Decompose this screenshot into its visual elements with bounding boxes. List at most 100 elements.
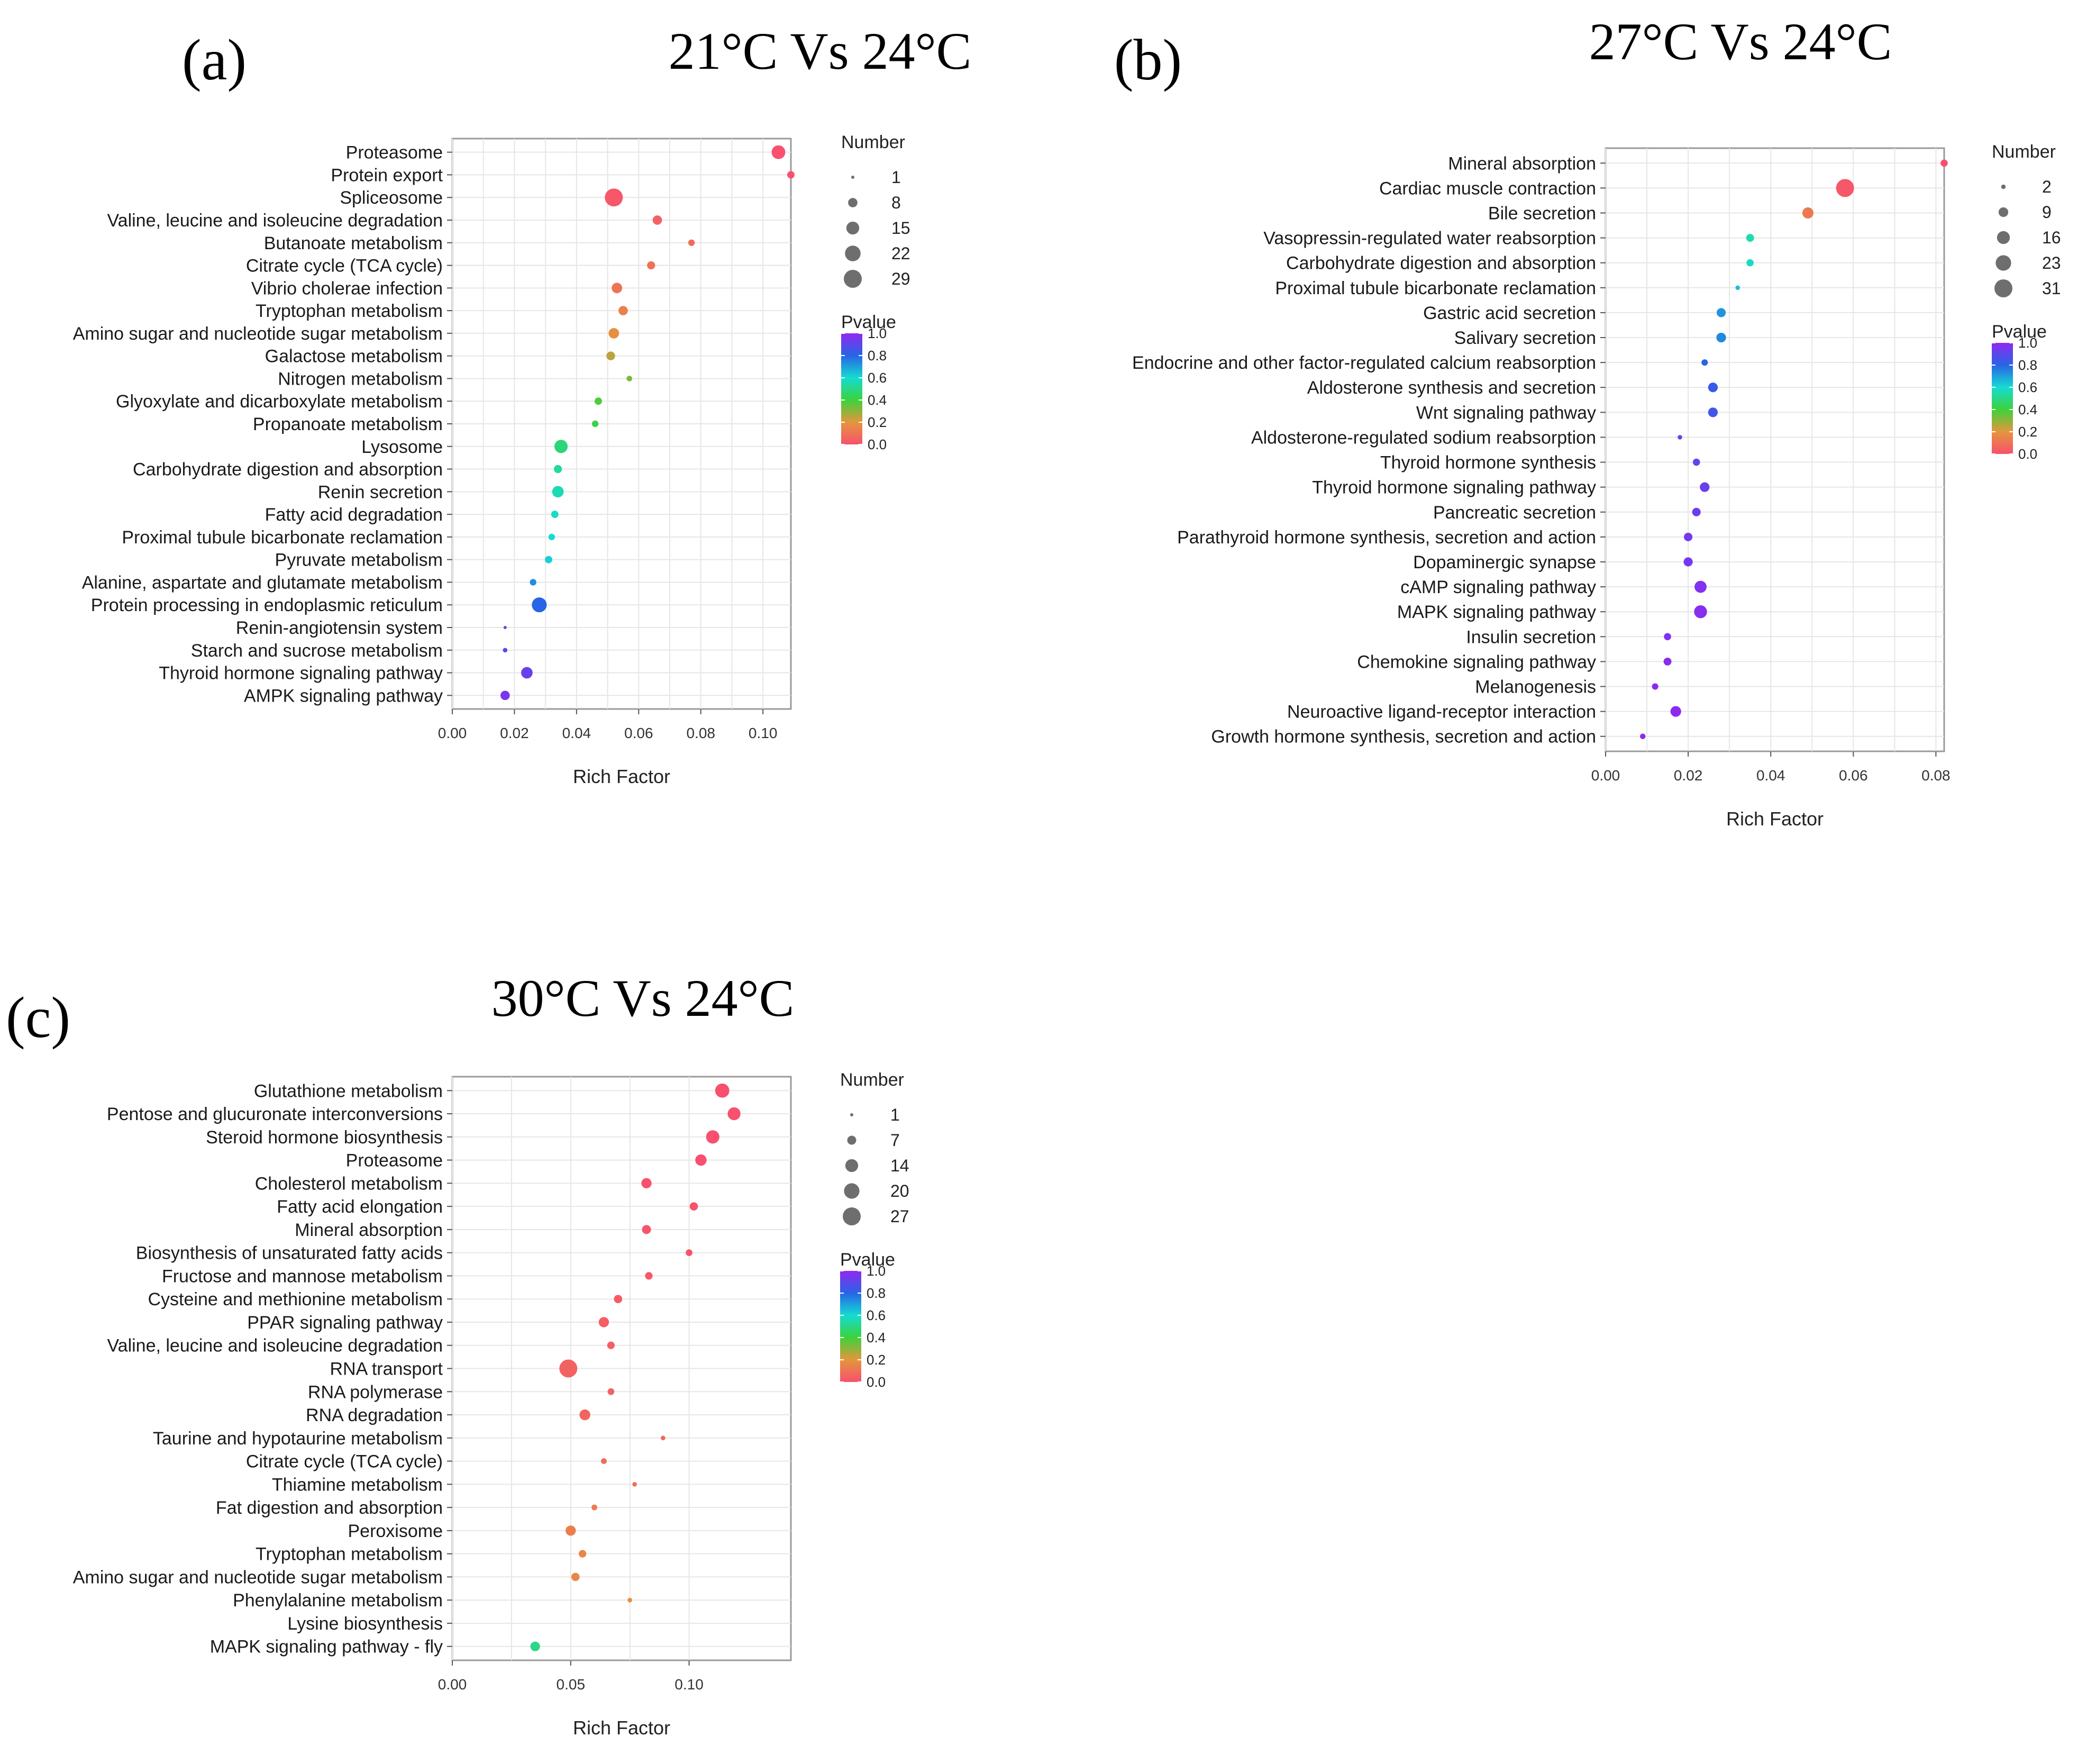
y-tick-label: Spliceosome: [340, 188, 443, 208]
y-tick-label: Dopaminergic synapse: [1413, 552, 1596, 572]
colorbar-tick-label: 1.0: [867, 1263, 886, 1279]
y-tick-label: Glyoxylate and dicarboxylate metabolism: [116, 392, 443, 412]
point-thiamine-metabolism: [632, 1481, 637, 1487]
point-carbohydrate-digestion-and-absorption: [1746, 259, 1754, 267]
panel-title: 30°C Vs 24°C: [491, 969, 795, 1028]
x-tick-label: 0.08: [1921, 767, 1951, 784]
size-legend-label: 31: [2042, 279, 2061, 298]
y-tick-label: Pentose and glucuronate interconversions: [107, 1104, 443, 1124]
size-legend-label: 23: [2042, 253, 2061, 272]
y-tick-label: Fatty acid degradation: [265, 505, 443, 525]
y-tick-label: Galactose metabolism: [265, 347, 443, 367]
y-tick-label: Starch and sucrose metabolism: [191, 641, 443, 661]
y-tick-label: Mineral absorption: [295, 1220, 443, 1240]
point-taurine-and-hypotaurine-metabolism: [660, 1435, 666, 1441]
colorbar-tick-label: 0.0: [867, 1374, 886, 1390]
point-valine-leucine-and-isoleucine-degradation: [607, 1341, 615, 1349]
point-protein-processing-in-endoplasmic-reticulum: [532, 597, 547, 613]
point-parathyroid-hormone-synthesis-secretion-and-action: [1684, 532, 1693, 541]
y-tick-label: MAPK signaling pathway - fly: [210, 1637, 443, 1657]
point-bile-secretion: [1802, 207, 1813, 219]
x-axis-title: Rich Factor: [1726, 808, 1824, 830]
size-legend-key: [851, 176, 854, 179]
size-legend-title: Number: [841, 132, 905, 152]
size-legend-key: [845, 245, 861, 261]
point-thyroid-hormone-signaling-pathway: [521, 667, 533, 679]
size-legend-key: [1995, 255, 2011, 271]
y-tick-label: Citrate cycle (TCA cycle): [246, 256, 443, 276]
size-legend-label: 27: [890, 1207, 909, 1226]
y-tick-label: Steroid hormone biosynthesis: [206, 1127, 443, 1148]
size-legend-title: Number: [1992, 142, 2056, 162]
y-tick-label: Chemokine signaling pathway: [1357, 652, 1596, 672]
point-ppar-signaling-pathway: [598, 1317, 609, 1327]
point-citrate-cycle-tca-cycle: [600, 1458, 607, 1465]
size-legend-label: 15: [891, 219, 910, 238]
point-mineral-absorption: [1940, 159, 1948, 167]
point-mapk-signaling-pathway-fly: [530, 1641, 540, 1651]
y-tick-label: PPAR signaling pathway: [247, 1313, 443, 1333]
panel-title: 21°C Vs 24°C: [669, 22, 972, 80]
point-phenylalanine-metabolism: [627, 1597, 633, 1603]
point-chemokine-signaling-pathway: [1663, 657, 1672, 666]
size-legend-label: 1: [891, 168, 901, 187]
colorbar-tick-label: 0.4: [2018, 402, 2037, 417]
point-starch-and-sucrose-metabolism: [503, 648, 508, 653]
y-tick-label: Vibrio cholerae infection: [251, 278, 443, 298]
y-tick-label: Proximal tubule bicarbonate reclamation: [122, 528, 443, 548]
point-wnt-signaling-pathway: [1708, 407, 1718, 417]
y-tick-label: AMPK signaling pathway: [244, 686, 443, 706]
y-tick-label: Renin secretion: [318, 482, 443, 502]
point-glutathione-metabolism: [715, 1083, 730, 1098]
point-lysosome: [554, 440, 568, 453]
y-tick-label: Parathyroid hormone synthesis, secretion…: [1177, 528, 1596, 548]
y-tick-label: Aldosterone-regulated sodium reabsorptio…: [1251, 428, 1596, 448]
point-spliceosome: [605, 188, 623, 207]
x-tick-label: 0.06: [624, 725, 653, 741]
x-tick-label: 0.00: [438, 725, 467, 741]
y-tick-label: Renin-angiotensin system: [236, 618, 443, 638]
y-tick-label: Growth hormone synthesis, secretion and …: [1211, 727, 1596, 747]
point-butanoate-metabolism: [688, 239, 695, 246]
y-tick-label: Valine, leucine and isoleucine degradati…: [107, 1336, 443, 1356]
point-dopaminergic-synapse: [1683, 557, 1693, 567]
y-tick-label: Endocrine and other factor-regulated cal…: [1132, 353, 1596, 373]
point-cholesterol-metabolism: [641, 1178, 652, 1189]
point-carbohydrate-digestion-and-absorption: [554, 465, 562, 474]
point-amino-sugar-and-nucleotide-sugar-metabolism: [608, 328, 619, 339]
data-points: [1640, 159, 1948, 739]
y-axis: Mineral absorption Cardiac muscle contrac…: [1132, 153, 1606, 747]
panel-title: 27°C Vs 24°C: [1589, 12, 1892, 71]
point-insulin-secretion: [1664, 633, 1671, 641]
x-axis: 0.00 0.05 0.10 Rich Factor: [438, 1660, 704, 1739]
colorbar-tick-label: 0.2: [867, 1352, 886, 1368]
size-legend-key: [844, 1183, 860, 1199]
x-tick-label: 0.02: [500, 725, 529, 741]
y-tick-label: Gastric acid secretion: [1423, 303, 1596, 323]
point-amino-sugar-and-nucleotide-sugar-metabolism: [571, 1572, 580, 1581]
size-legend-key: [843, 1207, 861, 1225]
y-tick-label: Fat digestion and absorption: [216, 1498, 443, 1518]
y-tick-label: Proximal tubule bicarbonate reclamation: [1275, 278, 1596, 298]
size-legend-label: 16: [2042, 228, 2061, 247]
x-tick-label: 0.00: [438, 1676, 467, 1693]
y-tick-label: Citrate cycle (TCA cycle): [246, 1452, 443, 1472]
y-tick-label: RNA degradation: [306, 1405, 443, 1425]
point-pentose-and-glucuronate-interconversions: [727, 1107, 741, 1121]
colorbar-tick-label: 0.4: [867, 1330, 886, 1345]
size-legend-key: [1997, 231, 2010, 244]
size-legend-key: [850, 1113, 853, 1116]
size-legend-key: [846, 221, 860, 235]
size-legend-label: 8: [891, 193, 901, 212]
y-tick-label: Pyruvate metabolism: [275, 550, 443, 570]
y-tick-label: Carbohydrate digestion and absorption: [133, 460, 443, 480]
y-tick-label: Wnt signaling pathway: [1416, 403, 1596, 423]
y-tick-label: Amino sugar and nucleotide sugar metabol…: [73, 1567, 443, 1587]
data-points: [500, 145, 795, 701]
point-biosynthesis-of-unsaturated-fatty-acids: [686, 1249, 692, 1256]
point-fructose-and-mannose-metabolism: [645, 1272, 653, 1280]
